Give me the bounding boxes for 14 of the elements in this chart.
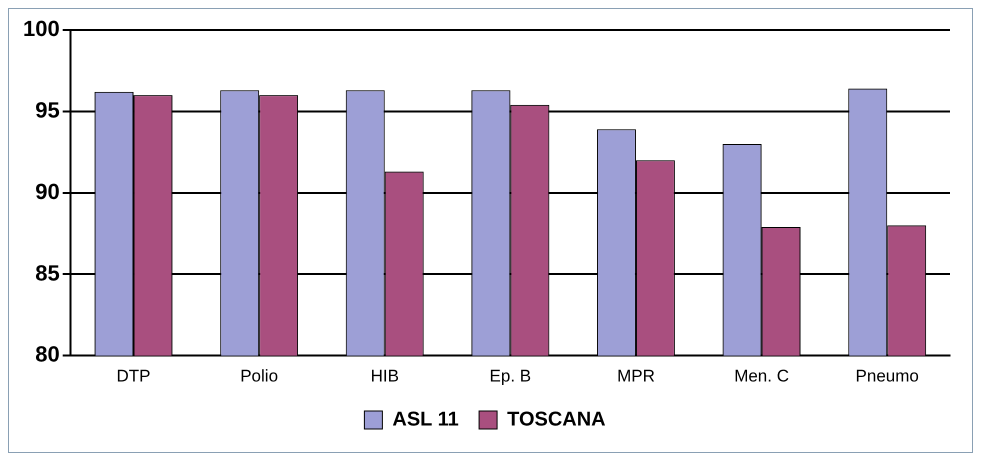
x-tick-label: Pneumo	[856, 366, 919, 386]
y-tick-label: 80	[35, 342, 60, 367]
y-tick-label: 95	[35, 97, 60, 122]
x-tick-label: HIB	[370, 366, 399, 386]
x-tick-label: MPR	[617, 366, 655, 386]
y-tick-label: 85	[35, 260, 60, 286]
x-tick-label: DTP	[116, 366, 151, 386]
x-tick-label: Men. C	[734, 366, 789, 386]
x-tick-label: Polio	[240, 366, 278, 386]
legend-label: TOSCANA	[507, 408, 606, 431]
x-tick-label: Ep. B	[490, 366, 532, 386]
legend-label: ASL 11	[392, 408, 459, 431]
y-tick-label: 100	[22, 16, 60, 42]
y-tick-label: 90	[35, 178, 60, 204]
